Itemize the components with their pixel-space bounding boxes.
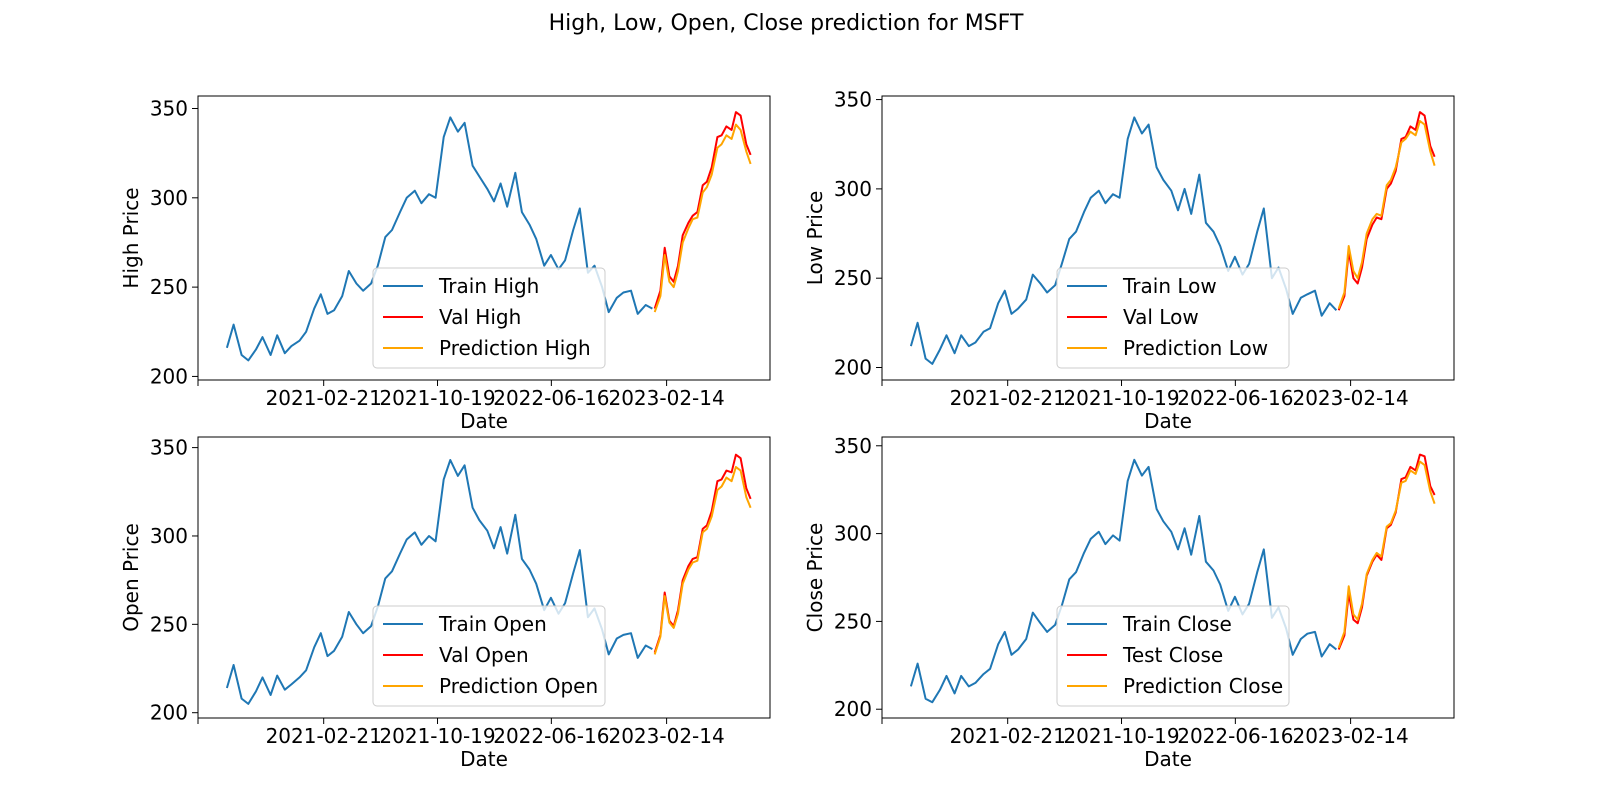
x-tick-label: 2021-02-21: [950, 724, 1066, 748]
legend-box: [1056, 605, 1290, 707]
legend-label: Test Close: [1122, 643, 1223, 667]
y-tick-label: 250: [150, 275, 188, 299]
x-tick-label: 2022-06-16: [493, 386, 609, 410]
chart-close-price: 200 250 300 350 2021-02-212021-10-192022-06-…: [803, 434, 1455, 771]
y-tick-label: 300: [834, 522, 872, 546]
legend-label: Train Close: [1122, 612, 1232, 636]
figure-title: High, Low, Open, Close prediction for MS…: [549, 11, 1024, 36]
axes-frame: [881, 436, 1455, 719]
y-tick-label: 350: [150, 436, 188, 460]
x-axis-label: Date: [1144, 747, 1192, 771]
legend-label: Train High: [438, 274, 539, 298]
legend-label: Val Open: [439, 643, 529, 667]
y-axis-label: Low Price: [803, 191, 827, 286]
legend-label: Val Low: [1123, 305, 1199, 329]
x-tick-label: 2022-06-16: [493, 724, 609, 748]
chart-high-price: 200 250 300 350 2021-02-212021-10-192022-06-…: [119, 95, 771, 433]
x-tick-label: 2022-06-16: [1177, 386, 1293, 410]
legend-label: Train Open: [438, 612, 547, 636]
axes-frame: [197, 436, 771, 719]
series-line-train-low: [909, 116, 1338, 365]
x-tick-label: 2023-02-14: [608, 724, 724, 748]
series-line-prediction-close: [1337, 460, 1436, 649]
y-axis-label: Open Price: [119, 523, 143, 632]
y-tick-label: 200: [150, 364, 188, 388]
series-line-val-high: [653, 111, 752, 309]
legend-label: Train Low: [1122, 274, 1217, 298]
series-line-train-close: [909, 458, 1338, 704]
legend-label: Prediction Low: [1123, 336, 1268, 360]
y-axis-label: Close Price: [803, 523, 827, 633]
y-tick-label: 350: [834, 88, 872, 112]
y-tick-label: 200: [834, 355, 872, 379]
x-axis-label: Date: [1144, 409, 1192, 433]
axes-frame: [881, 95, 1455, 381]
legend-label: Prediction Open: [439, 674, 598, 698]
series-line-val-open: [653, 453, 752, 653]
series-line-train-open: [225, 459, 653, 705]
legend: Train Open Val Open Prediction Open: [372, 605, 606, 707]
legend: Train High Val High Prediction High: [372, 267, 606, 369]
x-tick-label: 2021-10-19: [1063, 386, 1179, 410]
y-tick-label: 250: [834, 609, 872, 633]
y-tick-label: 350: [150, 97, 188, 121]
x-tick-label: 2022-06-16: [1177, 724, 1293, 748]
x-tick-label: 2021-02-21: [950, 386, 1066, 410]
series-line-test-close: [1337, 453, 1436, 650]
x-tick-label: 2021-10-19: [379, 724, 495, 748]
y-tick-label: 250: [150, 612, 188, 636]
y-tick-label: 250: [834, 266, 872, 290]
x-tick-label: 2021-02-21: [266, 386, 382, 410]
x-tick-label: 2021-10-19: [379, 386, 495, 410]
x-tick-label: 2023-02-14: [1292, 386, 1408, 410]
series-line-val-low: [1337, 111, 1436, 311]
y-tick-label: 200: [150, 701, 188, 725]
chart-open-price: 200 250 300 350 2021-02-212021-10-192022-06-…: [119, 436, 771, 771]
y-tick-label: 350: [834, 434, 872, 458]
y-axis-label: High Price: [119, 187, 143, 288]
series-line-prediction-high: [653, 123, 752, 313]
series-line-prediction-open: [653, 466, 752, 655]
series-line-prediction-low: [1337, 120, 1436, 309]
legend-label: Prediction Close: [1123, 674, 1283, 698]
y-tick-label: 200: [834, 697, 872, 721]
legend-label: Val High: [439, 305, 521, 329]
series-line-train-high: [225, 116, 653, 362]
x-axis-label: Date: [460, 747, 508, 771]
x-axis-label: Date: [460, 409, 508, 433]
x-tick-label: 2023-02-14: [1292, 724, 1408, 748]
legend-label: Prediction High: [439, 336, 591, 360]
x-tick-label: 2021-02-21: [266, 724, 382, 748]
legend-box: [1056, 267, 1290, 369]
y-tick-label: 300: [834, 177, 872, 201]
y-tick-label: 300: [150, 186, 188, 210]
legend: Train Close Test Close Prediction Close: [1056, 605, 1290, 707]
legend-box: [372, 605, 606, 707]
axes-frame: [197, 95, 771, 381]
chart-low-price: 200 250 300 350 2021-02-212021-10-192022-06-…: [803, 88, 1455, 433]
legend-box: [372, 267, 606, 369]
x-tick-label: 2021-10-19: [1063, 724, 1179, 748]
y-tick-label: 300: [150, 524, 188, 548]
x-tick-label: 2023-02-14: [608, 386, 724, 410]
legend: Train Low Val Low Prediction Low: [1056, 267, 1290, 369]
